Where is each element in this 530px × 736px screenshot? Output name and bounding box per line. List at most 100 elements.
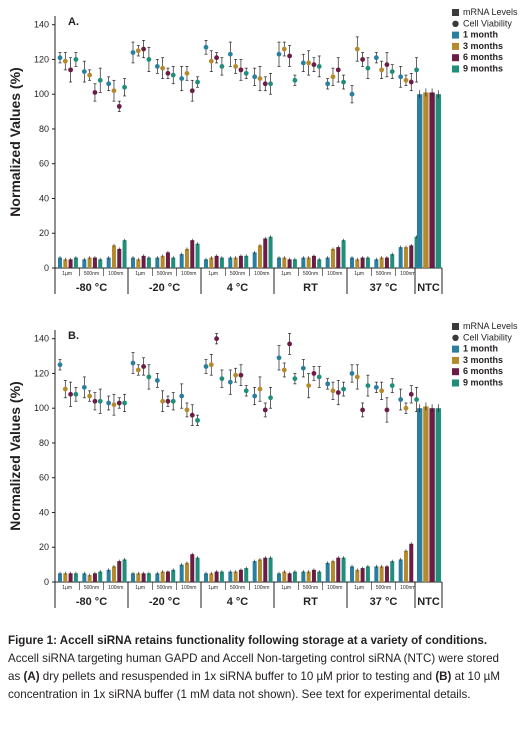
ntc-bar: [429, 408, 435, 582]
viability-point: [379, 388, 385, 394]
y-tick-label: 100: [34, 89, 49, 99]
subgroup-label: 1µm: [208, 585, 218, 591]
panel-b-svg: 0 20 40 60 80 100 120 140 Normalized Values (%) B…: [7, 321, 518, 608]
viability-point: [170, 398, 176, 404]
viability-point: [252, 393, 258, 399]
legend-swatch: [452, 42, 459, 50]
viability-point: [160, 65, 166, 71]
mrna-bar: [190, 554, 195, 582]
viability-point: [111, 402, 117, 408]
subgroup-label: 500nm: [303, 271, 318, 277]
mrna-bar: [263, 238, 268, 268]
viability-point: [384, 407, 390, 413]
viability-point: [233, 64, 239, 69]
viability-point: [208, 362, 214, 368]
viability-point: [389, 69, 395, 75]
mrna-bar: [263, 557, 268, 582]
mrna-bar: [160, 571, 165, 582]
mrna-bar: [111, 566, 116, 582]
subgroup-label: 100nm: [327, 585, 342, 591]
y-tick-label: 100: [34, 403, 49, 413]
legend-label-mrna: mRNA Levels: [463, 7, 518, 17]
mrna-bar: [117, 248, 122, 268]
viability-point: [68, 67, 73, 73]
viability-point: [227, 379, 233, 385]
legend-label-m1: 1 month: [463, 30, 498, 40]
viability-point: [106, 81, 112, 87]
legend-label-m1: 1 month: [463, 344, 498, 354]
mrna-bar: [63, 573, 68, 582]
mrna-bar: [360, 257, 365, 268]
viability-point: [62, 58, 68, 64]
viability-point: [398, 74, 404, 80]
mrna-bar: [204, 573, 208, 582]
mrna-bar: [414, 236, 419, 268]
subgroup-label: 500nm: [157, 271, 172, 277]
mrna-bar: [282, 571, 287, 582]
viability-point: [257, 76, 263, 81]
viability-point: [379, 67, 385, 73]
ntc-label: NTC: [417, 596, 440, 608]
mrna-bar: [73, 573, 78, 582]
viability-point: [354, 46, 360, 52]
viability-point: [97, 77, 103, 83]
subgroup-label: 100nm: [108, 585, 123, 591]
viability-point: [92, 90, 98, 95]
mrna-bar: [268, 557, 273, 582]
legend-swatch: [452, 323, 459, 330]
mrna-bar: [292, 571, 297, 582]
viability-point: [325, 81, 331, 87]
legend-label-m9: 9 months: [463, 64, 503, 74]
viability-point: [179, 76, 185, 81]
viability-point: [330, 74, 336, 80]
mrna-bar: [317, 571, 322, 582]
mrna-bar: [179, 564, 184, 582]
viability-point: [238, 372, 244, 378]
group-label: RT: [303, 596, 318, 608]
subgroup-label: 1µm: [281, 271, 291, 277]
mrna-bar: [277, 573, 281, 582]
viability-point: [165, 70, 171, 76]
mrna-bar: [365, 566, 370, 582]
mrna-bar: [238, 255, 243, 268]
panel-a-svg: 0 20 40 60 80 100 120 140 Normalized Values (%) A…: [7, 7, 518, 294]
viability-point: [389, 383, 395, 389]
legend-swatch: [452, 9, 459, 16]
viability-point: [341, 79, 346, 85]
mrna-bar: [409, 543, 414, 582]
y-tick-label: 140: [34, 334, 49, 344]
mrna-bar: [277, 257, 281, 268]
mrna-bar: [87, 575, 92, 582]
viability-point: [311, 62, 317, 68]
viability-point: [414, 397, 419, 402]
viability-point: [208, 58, 214, 64]
mrna-bar: [179, 254, 184, 268]
ntc-label: NTC: [417, 282, 440, 294]
subgroup-label: 1µm: [62, 271, 72, 277]
viability-point: [300, 365, 306, 371]
viability-point: [365, 65, 371, 71]
viability-point: [373, 55, 379, 61]
subgroup-label: 500nm: [376, 271, 391, 277]
viability-point: [243, 70, 249, 76]
mrna-bar: [374, 566, 379, 582]
viability-point: [135, 48, 141, 54]
mrna-bar: [111, 245, 116, 268]
legend-swatch: [452, 20, 459, 27]
mrna-bar: [244, 568, 249, 582]
subgroup-label: 1µm: [62, 585, 72, 591]
viability-point: [195, 79, 200, 85]
mrna-bar: [106, 257, 111, 268]
y-tick-label: 20: [39, 228, 49, 238]
mrna-bar: [233, 257, 238, 268]
viability-point: [408, 79, 414, 85]
panel-label: B.: [68, 330, 79, 342]
mrna-bar: [228, 571, 233, 582]
mrna-bar: [146, 257, 151, 268]
mrna-bar: [68, 573, 73, 582]
mrna-bar: [165, 571, 170, 582]
viability-point: [243, 388, 249, 394]
viability-point: [154, 378, 160, 383]
mrna-bar: [131, 257, 135, 268]
viability-point: [130, 360, 136, 366]
